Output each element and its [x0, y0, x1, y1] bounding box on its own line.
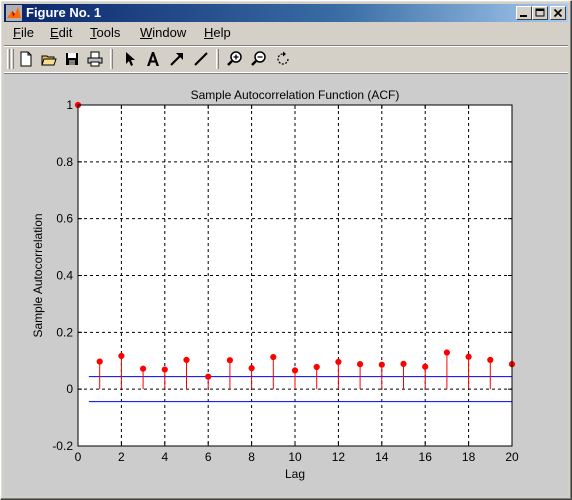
- toolbar: [4, 45, 568, 73]
- x-tick-label: 16: [419, 450, 433, 464]
- toolbar-grip[interactable]: [7, 49, 10, 69]
- zoom-in-button[interactable]: [226, 50, 244, 68]
- y-tick-label: 0.2: [56, 325, 73, 339]
- maximize-button[interactable]: [532, 6, 548, 20]
- print-button[interactable]: [86, 50, 104, 68]
- select-arrow-icon: [126, 52, 135, 66]
- rotate-icon: [277, 51, 289, 65]
- toolbar-separator-2: [216, 49, 219, 69]
- select-arrow-button[interactable]: [120, 50, 138, 68]
- minimize-button[interactable]: [516, 6, 532, 20]
- rotate-button[interactable]: [274, 50, 292, 68]
- save-icon: [66, 53, 78, 65]
- save-button[interactable]: [63, 50, 81, 68]
- y-tick-label: 0.8: [56, 155, 73, 169]
- menu-file[interactable]: File: [13, 25, 34, 40]
- figure-canvas[interactable]: 0 2 4 6 8 10 12 14 16 18 20 -0.2 0 0.2 0.4 0.6 0.8 1 Sampl…: [4, 74, 568, 496]
- acf-point: [443, 349, 450, 356]
- acf-point: [313, 363, 320, 371]
- insert-arrow-button[interactable]: [168, 50, 186, 68]
- acf-point: [378, 361, 385, 368]
- acf-point: [400, 360, 407, 367]
- acf-point: [291, 367, 299, 374]
- acf-point: [270, 353, 277, 361]
- x-tick-label: 14: [375, 450, 389, 464]
- y-tick-label: 0: [66, 382, 73, 396]
- chart-title: Sample Autocorrelation Function (ACF): [191, 88, 400, 102]
- menu-help[interactable]: Help: [204, 25, 231, 40]
- maximize-icon: [535, 8, 545, 17]
- insert-arrow-icon: [170, 53, 183, 66]
- menu-window[interactable]: Window: [140, 25, 187, 40]
- x-tick-label: 12: [332, 450, 346, 464]
- acf-point: [140, 365, 147, 372]
- y-axis-label: Sample Autocorrelation: [31, 213, 45, 337]
- x-tick-label: 18: [462, 450, 476, 464]
- insert-line-icon: [194, 52, 208, 66]
- insert-line-button[interactable]: [192, 50, 210, 68]
- x-axis-label: Lag: [285, 467, 305, 481]
- toolbar-separator: [110, 49, 113, 69]
- zoom-out-icon: [251, 51, 266, 66]
- x-tick-label: 10: [288, 450, 302, 464]
- acf-plot[interactable]: 0 2 4 6 8 10 12 14 16 18 20-0.200.20.40.60.81Sampl…: [4, 74, 568, 496]
- y-tick-label: -0.2: [52, 439, 73, 453]
- x-tick-label: 2: [118, 450, 125, 464]
- menu-edit[interactable]: Edit: [50, 25, 73, 40]
- title-bar[interactable]: Figure No. 1: [4, 4, 568, 22]
- menu-tools[interactable]: Tools: [90, 25, 121, 40]
- open-icon: [41, 55, 57, 66]
- y-tick-label: 1: [66, 98, 73, 112]
- x-tick-label: 6: [205, 450, 212, 464]
- matlab-logo-icon: [6, 5, 22, 21]
- acf-point: [96, 358, 103, 365]
- new-figure-icon: [20, 51, 32, 67]
- acf-point: [183, 356, 190, 363]
- zoom-in-icon: [227, 51, 242, 66]
- insert-text-icon: [147, 52, 159, 66]
- acf-point: [357, 361, 364, 368]
- x-tick-label: 0: [75, 450, 82, 464]
- acf-point: [335, 358, 342, 365]
- acf-point: [248, 365, 255, 372]
- window-title: Figure No. 1: [26, 5, 102, 20]
- close-icon: [553, 8, 563, 18]
- menu-bar: File Edit Tools Window Help: [4, 24, 568, 42]
- x-tick-label: 8: [248, 450, 255, 464]
- zoom-out-button[interactable]: [250, 50, 268, 68]
- y-tick-label: 0.4: [56, 269, 73, 283]
- acf-point: [118, 352, 125, 360]
- close-button[interactable]: [550, 6, 566, 20]
- acf-point: [161, 366, 168, 373]
- acf-point: [465, 353, 472, 360]
- y-tick-label: 0.6: [56, 212, 73, 226]
- x-tick-label: 20: [505, 450, 519, 464]
- toolbar-grip-2[interactable]: [11, 49, 14, 69]
- acf-point: [226, 357, 233, 364]
- new-figure-button[interactable]: [17, 50, 35, 68]
- minimize-icon: [520, 15, 527, 17]
- print-icon: [87, 51, 103, 67]
- insert-text-button[interactable]: [144, 50, 162, 68]
- axes-box: [77, 104, 513, 447]
- acf-point: [205, 373, 212, 380]
- acf-point: [422, 363, 429, 370]
- open-button[interactable]: [40, 50, 58, 68]
- x-tick-label: 4: [161, 450, 168, 464]
- acf-point: [487, 356, 494, 363]
